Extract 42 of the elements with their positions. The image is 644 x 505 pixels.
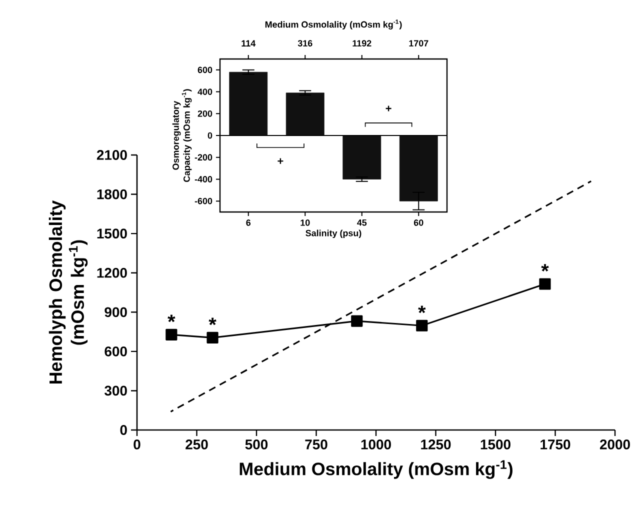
- y-tick-label: 300: [104, 386, 127, 396]
- x-tick-label: 10: [300, 220, 310, 226]
- annotation: +: [386, 106, 392, 112]
- x-tick-label: 250: [186, 440, 208, 450]
- x-tick-label: 1250: [421, 440, 451, 450]
- annotation: *: [208, 318, 216, 326]
- y-tick-label: 1200: [97, 268, 127, 278]
- x-tick-label: 0: [134, 440, 140, 450]
- x-tick-label: 1500: [480, 440, 510, 450]
- x-tick-label: 45: [357, 220, 367, 226]
- annotation: *: [541, 264, 549, 272]
- y-tick-label: 400: [198, 88, 212, 95]
- y-axis-title: Osmoregulatory Capacity (mOsm kg$^{-1}$): [172, 89, 192, 182]
- x-tick-label: 1000: [361, 440, 391, 450]
- x-axis-title: Salinity (psu): [306, 230, 362, 238]
- annotation: +: [278, 158, 284, 164]
- x-tick-label: 2000: [600, 440, 630, 450]
- x-tick-label: 6: [246, 220, 251, 226]
- x-tick-label: 1750: [540, 440, 570, 450]
- y-tick-label: 600: [198, 66, 212, 74]
- y-tick-label: 600: [104, 346, 127, 356]
- x2-axis-title: Medium Osmolality (mOsm kg$^{-1}$): [265, 20, 402, 30]
- x-tick-label: 60: [414, 220, 424, 226]
- y-tick-label: 0: [208, 132, 212, 139]
- x-tick-label: 750: [305, 440, 328, 450]
- y-tick-label: 200: [198, 110, 212, 117]
- annotation: *: [418, 306, 426, 314]
- x-axis-title: Medium Osmolality (mOsm kg$^{-1}$): [240, 460, 512, 479]
- text: 1192: [352, 40, 372, 46]
- y-tick-label: 0: [120, 425, 127, 435]
- y-tick-label: 2100: [96, 150, 127, 160]
- text: 114: [242, 40, 256, 46]
- y-tick-label: 1800: [97, 189, 127, 200]
- y-tick-label: -600: [194, 198, 212, 204]
- y-tick-label: 900: [104, 307, 127, 318]
- y-tick-label: -200: [194, 154, 212, 161]
- annotation: *: [168, 314, 176, 322]
- x-tick-label: 500: [245, 440, 268, 450]
- text: 316: [298, 40, 312, 46]
- text: 1707: [409, 40, 428, 46]
- y-tick-label: -400: [194, 176, 212, 182]
- y-tick-label: 1500: [97, 228, 127, 239]
